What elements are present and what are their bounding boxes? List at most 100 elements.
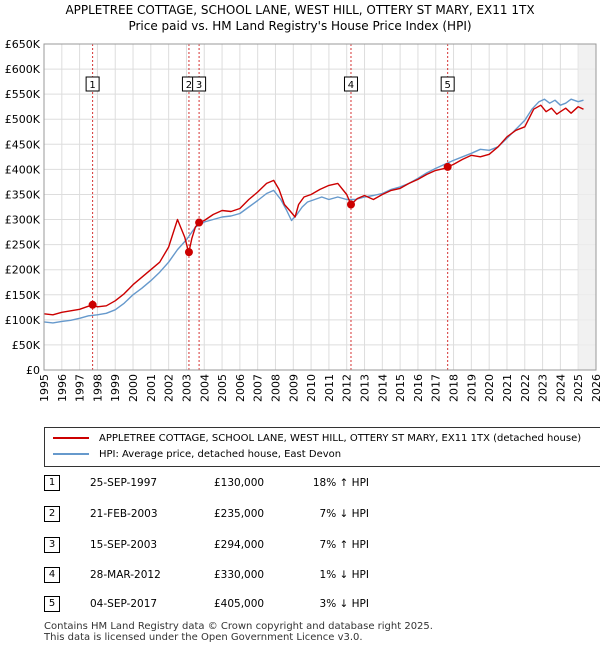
sale-row: 2 21-FEB-2003 £235,000 7% ↓ HPI: [44, 506, 444, 522]
footer-copyright: Contains HM Land Registry data © Crown c…: [44, 621, 433, 632]
x-tick-label: 2005: [216, 374, 229, 402]
legend-item-property: APPLETREE COTTAGE, SCHOOL LANE, WEST HIL…: [53, 431, 581, 447]
x-tick-label: 2000: [127, 374, 140, 402]
sale-number-badge: 1: [44, 475, 60, 491]
y-tick-label: £450K: [5, 138, 41, 151]
x-tick-label: 2025: [572, 374, 585, 402]
sale-date: 04-SEP-2017: [90, 598, 158, 610]
sale-date: 15-SEP-2003: [90, 539, 158, 551]
chart-title-block: APPLETREE COTTAGE, SCHOOL LANE, WEST HIL…: [0, 2, 600, 34]
sale-point: [88, 300, 97, 309]
plot-area: [44, 44, 596, 370]
x-tick-label: 1996: [56, 374, 69, 402]
x-tick-label: 2010: [305, 374, 318, 402]
chart-subtitle: Price paid vs. HM Land Registry's House …: [128, 19, 472, 33]
y-tick-label: £350K: [5, 188, 41, 201]
x-tick-label: 2006: [234, 374, 247, 402]
sale-hpi-change: 1% ↓ HPI: [319, 569, 369, 581]
x-tick-label: 2003: [180, 374, 193, 402]
x-tick-label: 2024: [554, 374, 567, 402]
footer: Contains HM Land Registry data © Crown c…: [44, 621, 433, 643]
grid: [43, 43, 597, 371]
sale-row: 1 25-SEP-1997 £130,000 18% ↑ HPI: [44, 475, 444, 491]
x-tick-label: 2008: [269, 374, 282, 402]
future-region: [578, 44, 596, 370]
x-tick-label: 2023: [537, 374, 550, 402]
sale-date: 28-MAR-2012: [90, 569, 161, 581]
x-tick-label: 2004: [198, 374, 211, 402]
x-tick-label: 2012: [341, 374, 354, 402]
legend-swatch-property: [53, 437, 89, 439]
x-tick-label: 2021: [501, 374, 514, 402]
x-tick-label: 1999: [109, 374, 122, 402]
sale-price: £294,000: [214, 539, 265, 551]
x-tick-label: 2020: [483, 374, 496, 402]
sale-hpi-change: 3% ↓ HPI: [319, 598, 369, 610]
x-tick-label: 2002: [163, 374, 176, 402]
x-tick-label: 2019: [465, 374, 478, 402]
sale-price: £330,000: [214, 569, 265, 581]
y-tick-label: £150K: [5, 289, 41, 302]
legend-label-hpi: HPI: Average price, detached house, East…: [99, 449, 342, 460]
x-tick-label: 2026: [590, 374, 600, 402]
sale-hpi-change: 18% ↑ HPI: [312, 477, 369, 489]
sale-label-box: [343, 76, 358, 92]
x-tick-label: 2013: [359, 374, 372, 402]
x-tick-label: 2022: [519, 374, 532, 402]
y-tick-label: £600K: [5, 63, 41, 76]
sale-label: 5: [444, 80, 450, 91]
sale-number-badge: 5: [44, 596, 60, 612]
sale-point: [443, 162, 452, 171]
x-tick-label: 2015: [394, 374, 407, 402]
sale-number-badge: 3: [44, 537, 60, 553]
legend-item-hpi: HPI: Average price, detached house, East…: [53, 447, 341, 463]
future-shade: [578, 44, 596, 370]
y-tick-label: £200K: [5, 264, 41, 277]
x-tick-label: 2007: [252, 374, 265, 402]
y-tick-label: £0: [26, 364, 40, 377]
sale-markers: [88, 162, 452, 309]
sale-label: 3: [196, 80, 202, 91]
y-tick-label: £50K: [12, 339, 41, 352]
sale-price: £130,000: [214, 477, 265, 489]
x-tick-label: 2011: [323, 374, 336, 402]
sale-row: 5 04-SEP-2017 £405,000 3% ↓ HPI: [44, 596, 444, 612]
sale-price: £405,000: [214, 598, 265, 610]
plot-frame: [43, 43, 597, 371]
sale-hpi-change: 7% ↑ HPI: [319, 539, 369, 551]
x-tick-label: 1997: [74, 374, 87, 402]
x-tick-label: 2016: [412, 374, 425, 402]
x-tick-label: 1998: [91, 374, 104, 402]
y-tick-label: £550K: [5, 88, 41, 101]
y-tick-label: £400K: [5, 163, 41, 176]
axes: £0 £50K £100K £150K £200K £250K £300K £350K £400…: [5, 38, 600, 402]
sale-label-box: [85, 76, 100, 92]
sale-number-badge: 2: [44, 506, 60, 522]
x-tick-label: 2014: [376, 374, 389, 402]
y-tick-label: £250K: [5, 239, 41, 252]
sale-row: 4 28-MAR-2012 £330,000 1% ↓ HPI: [44, 567, 444, 583]
sale-date: 21-FEB-2003: [90, 508, 158, 520]
y-tick-label: £650K: [5, 38, 41, 51]
y-tick-label: £100K: [5, 314, 41, 327]
x-tick-label: 2018: [448, 374, 461, 402]
x-tick-label: 2009: [287, 374, 300, 402]
x-tick-label: 1995: [38, 374, 51, 402]
sale-point: [346, 200, 355, 209]
property-price-line: [43, 104, 584, 316]
sale-point: [195, 218, 204, 227]
sale-hpi-change: 7% ↓ HPI: [319, 508, 369, 520]
sale-label: 4: [348, 80, 354, 91]
sale-point: [184, 248, 193, 257]
legend: APPLETREE COTTAGE, SCHOOL LANE, WEST HIL…: [44, 427, 600, 467]
sale-row: 3 15-SEP-2003 £294,000 7% ↑ HPI: [44, 537, 444, 553]
sale-label: 2: [186, 80, 192, 91]
sale-number-badge: 4: [44, 567, 60, 583]
x-tick-label: 2017: [430, 374, 443, 402]
sale-label-box: [192, 76, 207, 92]
legend-swatch-hpi: [53, 453, 89, 455]
y-tick-label: £500K: [5, 113, 41, 126]
y-tick-label: £300K: [5, 214, 41, 227]
